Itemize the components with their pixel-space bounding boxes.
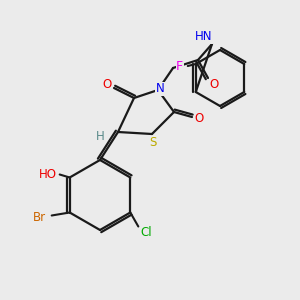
Text: O: O — [194, 112, 204, 125]
Text: O: O — [102, 79, 112, 92]
Text: N: N — [156, 82, 164, 95]
Text: O: O — [209, 77, 219, 91]
Text: HN: HN — [195, 31, 213, 44]
Text: Cl: Cl — [140, 226, 152, 239]
Text: S: S — [149, 136, 157, 149]
Text: Br: Br — [33, 211, 46, 224]
Text: HO: HO — [39, 168, 57, 181]
Text: H: H — [96, 130, 104, 143]
Text: F: F — [176, 59, 183, 73]
